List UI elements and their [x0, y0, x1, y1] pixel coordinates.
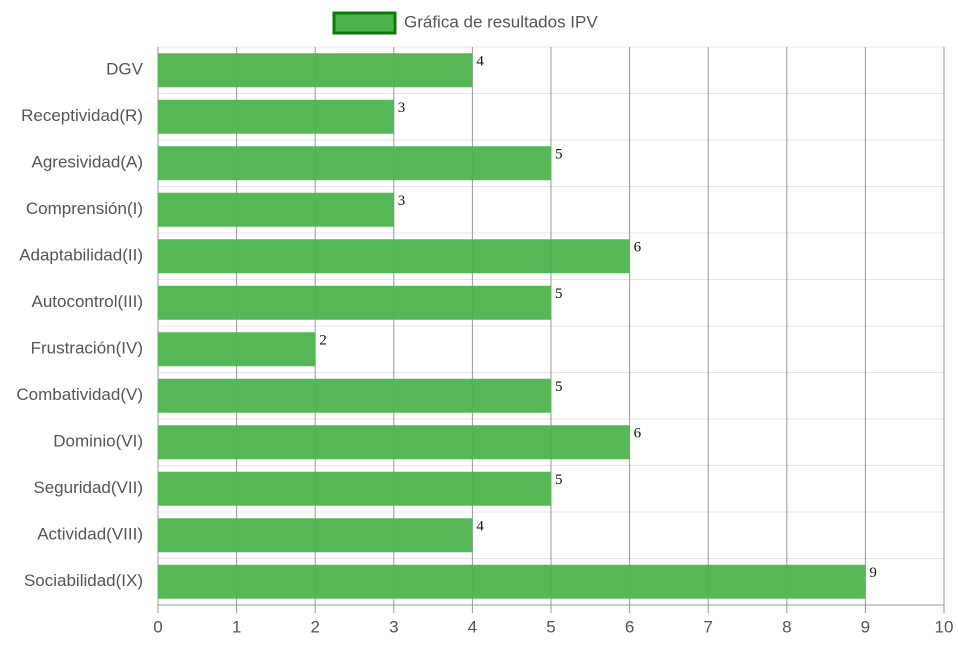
- value-label: 3: [398, 193, 406, 209]
- bar: [158, 425, 630, 460]
- x-tick-label: 3: [389, 617, 398, 636]
- bar: [158, 192, 394, 227]
- y-tick-label: Sociabilidad(IX): [24, 571, 143, 590]
- value-label: 6: [634, 240, 642, 256]
- x-tick-label: 0: [153, 617, 162, 636]
- value-label: 5: [555, 379, 563, 395]
- value-label: 5: [555, 472, 563, 488]
- bar: [158, 471, 551, 506]
- value-label: 6: [634, 426, 642, 442]
- legend-label: Gráfica de resultados IPV: [404, 12, 598, 31]
- value-label: 5: [555, 147, 563, 163]
- bar: [158, 239, 630, 274]
- y-tick-label: Adaptabilidad(II): [19, 246, 143, 265]
- bar: [158, 53, 473, 88]
- y-tick-label: Dominio(VI): [53, 432, 143, 451]
- x-tick-label: 9: [861, 617, 870, 636]
- y-tick-label: Comprensión(I): [26, 199, 143, 218]
- x-tick-label: 2: [310, 617, 319, 636]
- bar: [158, 285, 551, 320]
- y-tick-label: DGV: [106, 60, 144, 79]
- x-tick-label: 5: [546, 617, 555, 636]
- y-tick-label: Agresividad(A): [32, 153, 144, 172]
- x-tick-label: 7: [703, 617, 712, 636]
- x-tick-label: 10: [935, 617, 954, 636]
- bar: [158, 332, 316, 367]
- value-label: 4: [476, 54, 484, 70]
- value-label: 3: [398, 100, 406, 116]
- y-tick-label: Seguridad(VII): [33, 478, 143, 497]
- value-label: 4: [476, 519, 484, 535]
- bar: [158, 146, 551, 181]
- value-label: 5: [555, 286, 563, 302]
- value-label: 2: [319, 333, 327, 349]
- bar: [158, 378, 551, 413]
- legend-swatch: [332, 11, 397, 35]
- y-tick-label: Frustración(IV): [31, 339, 143, 358]
- bar: [158, 518, 473, 553]
- bar: [158, 564, 866, 599]
- x-tick-label: 8: [782, 617, 791, 636]
- x-tick-label: 4: [468, 617, 477, 636]
- bar: [158, 99, 394, 134]
- y-tick-label: Autocontrol(III): [32, 292, 144, 311]
- x-tick-label: 6: [625, 617, 634, 636]
- value-label: 9: [869, 565, 877, 581]
- y-tick-label: Receptividad(R): [21, 106, 143, 125]
- x-tick-label: 1: [232, 617, 241, 636]
- y-tick-label: Actividad(VIII): [37, 525, 143, 544]
- y-tick-label: Combatividad(V): [16, 385, 143, 404]
